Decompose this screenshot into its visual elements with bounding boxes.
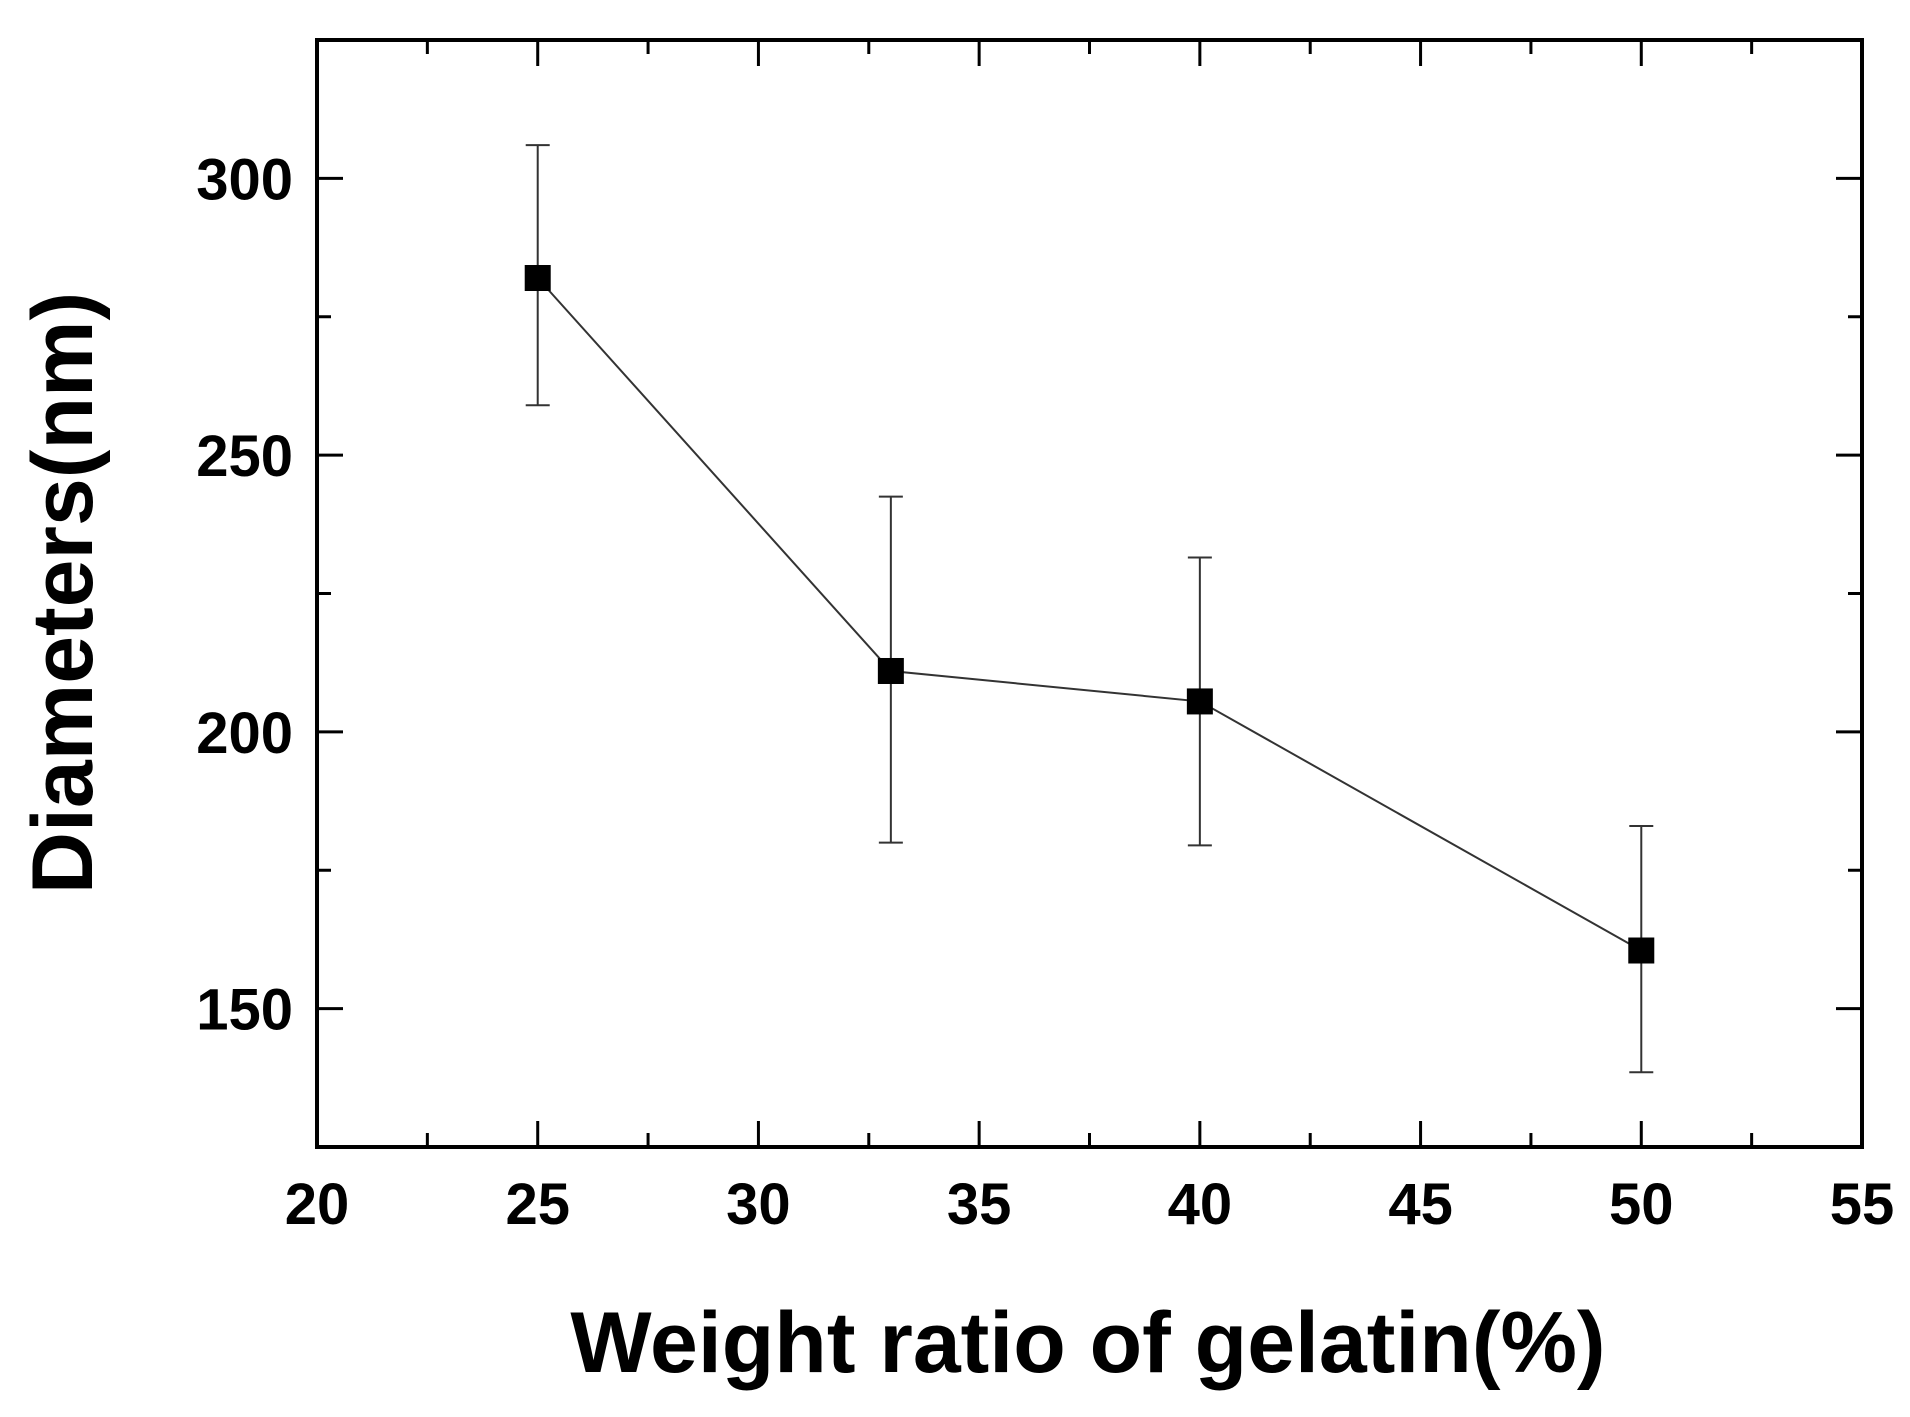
series-layer — [524, 144, 1655, 1074]
data-point-marker — [877, 657, 904, 684]
x-tick-label: 35 — [947, 1172, 1012, 1237]
data-point-marker — [1628, 937, 1655, 964]
x-tick-label: 30 — [726, 1172, 791, 1237]
x-tick-label: 55 — [1830, 1172, 1895, 1237]
x-tick-label: 25 — [505, 1172, 570, 1237]
x-axis-title: Weight ratio of gelatin(%) — [570, 1295, 1605, 1391]
plot-frame — [315, 38, 1864, 1149]
y-tick-label: 200 — [196, 701, 293, 766]
y-axis-ticks: 150 200 250 300 — [196, 38, 1862, 1149]
data-point-marker — [524, 265, 551, 292]
y-tick-label: 300 — [196, 147, 293, 212]
y-axis-title: Diameters(nm) — [15, 292, 111, 894]
y-tick-label: 250 — [196, 424, 293, 489]
x-axis-ticks: 20 25 30 35 40 45 50 55 — [285, 40, 1895, 1237]
x-tick-label: 40 — [1168, 1172, 1233, 1237]
y-tick-label: 150 — [196, 978, 293, 1043]
x-tick-label: 20 — [285, 1172, 350, 1237]
series-line — [536, 277, 1642, 952]
x-tick-label: 50 — [1609, 1172, 1674, 1237]
x-tick-label: 45 — [1388, 1172, 1453, 1237]
data-point-marker — [1186, 688, 1213, 715]
